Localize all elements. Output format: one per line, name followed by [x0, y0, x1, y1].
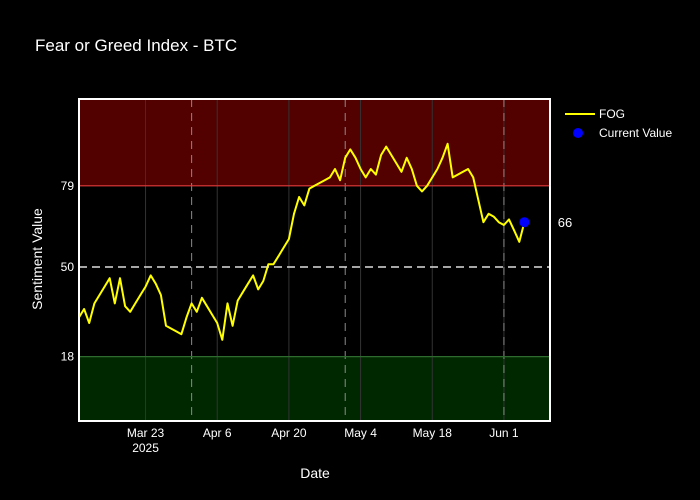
chart-title: Fear or Greed Index - BTC	[35, 36, 237, 55]
x-tick-label: Jun 1	[489, 426, 519, 440]
y-tick-label: 50	[61, 260, 75, 274]
y-axis-ticks: 18 50 79	[61, 179, 75, 364]
annotations: 66	[558, 215, 572, 230]
x-tick-sublabel: 2025	[132, 441, 159, 455]
zone-bands	[79, 99, 550, 421]
y-tick-label: 18	[61, 350, 75, 364]
current-value-point	[519, 217, 530, 228]
x-tick-label: Mar 23	[127, 426, 165, 440]
threshold-lines	[79, 185, 550, 358]
zone-band-1	[79, 356, 550, 421]
zone-band-0	[79, 99, 550, 186]
x-tick-label: Apr 20	[271, 426, 307, 440]
plot-frame	[78, 98, 551, 422]
vertical-dashed-lines	[191, 99, 505, 421]
x-tick-label: Apr 6	[203, 426, 232, 440]
series-layer	[78, 142, 530, 341]
y-tick-label: 79	[61, 179, 75, 193]
legend-swatch-current-value	[573, 128, 583, 138]
x-tick-label: May 18	[413, 426, 453, 440]
legend: FOG Current Value	[565, 107, 672, 140]
legend-label: Current Value	[599, 126, 672, 140]
legend-label: FOG	[599, 107, 625, 121]
x-tick-label: May 4	[344, 426, 377, 440]
current-value-label: 66	[558, 215, 572, 230]
x-axis-title: Date	[300, 465, 330, 481]
series-line-fog	[78, 142, 526, 341]
y-axis-title: Sentiment Value	[29, 208, 45, 310]
